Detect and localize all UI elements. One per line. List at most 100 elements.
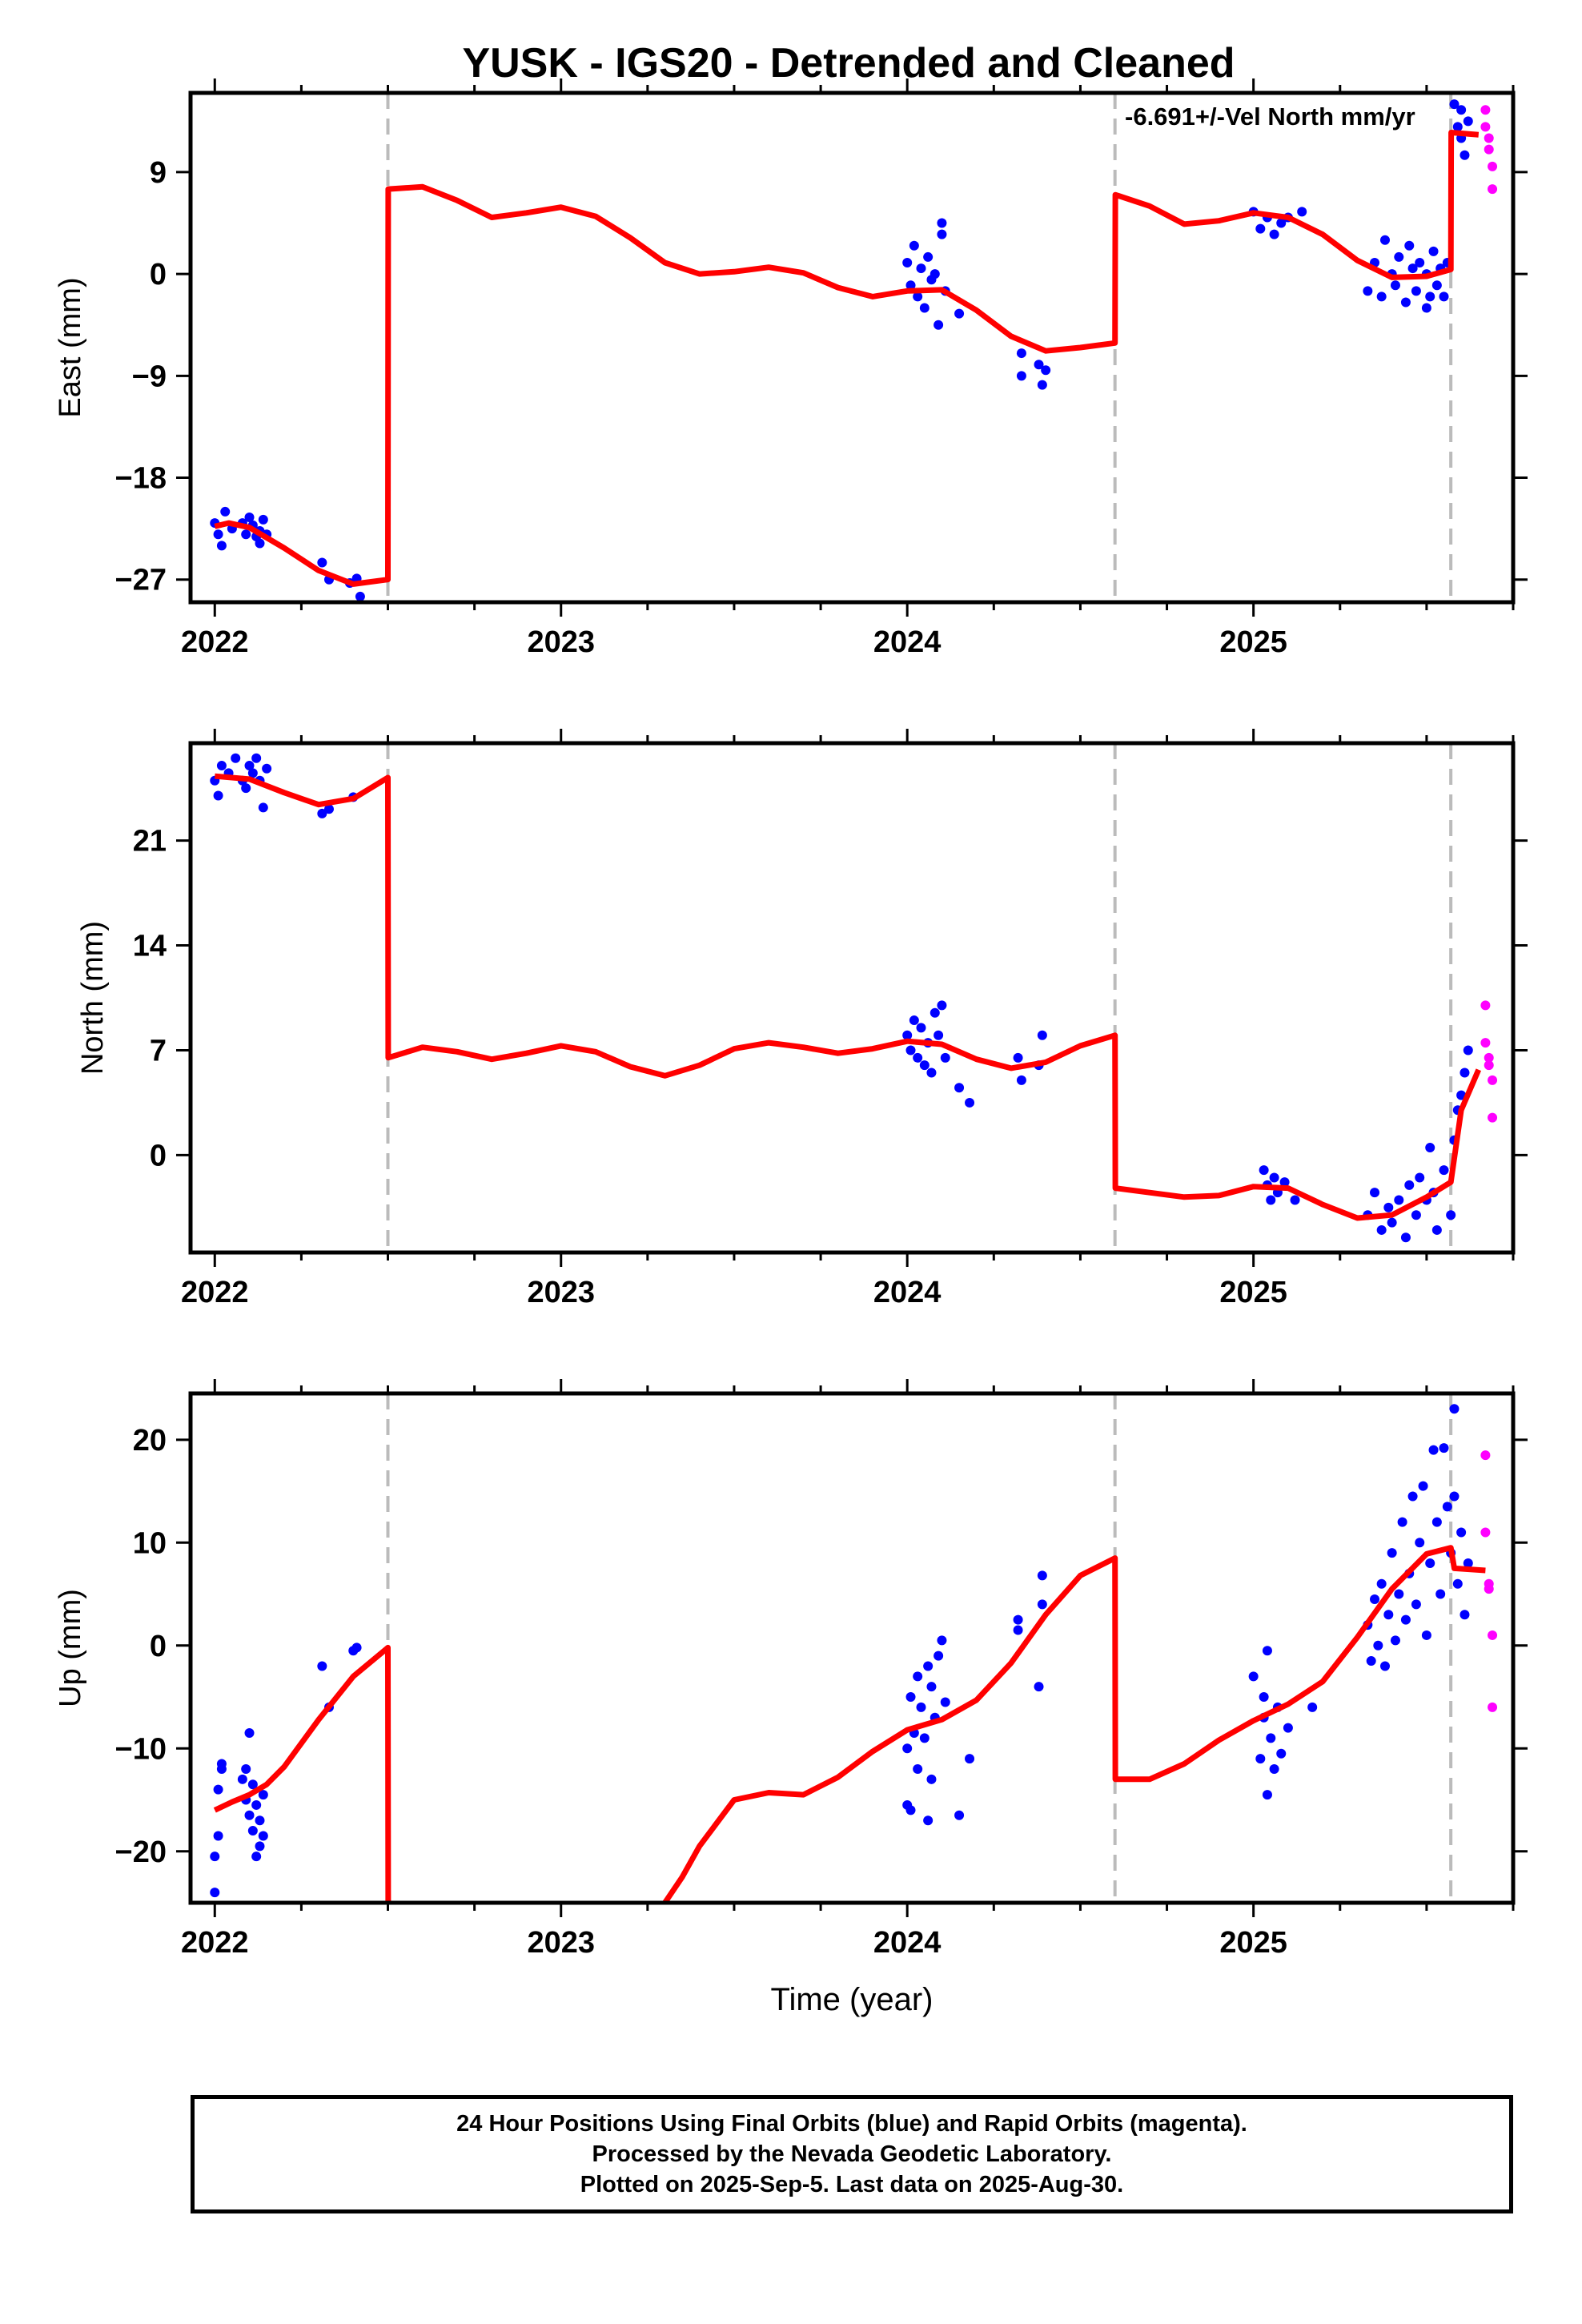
east-frame (188, 90, 1516, 605)
up-final-point (1269, 1763, 1279, 1774)
east-final-point (1363, 286, 1373, 296)
north-xtick-label: 2022 (181, 1276, 249, 1309)
east-final-point (937, 218, 947, 228)
north-final-point (323, 804, 334, 814)
up-final-point (1428, 1445, 1439, 1455)
north-frame (188, 741, 1516, 1255)
north-final-point (1463, 1045, 1473, 1055)
north-rapid-point (1488, 1075, 1498, 1085)
north-final-point (1376, 1224, 1387, 1235)
panels-group: 2022 2023 2024 2025 9 0 −9 −18 −27 East (mm) -6.69… (54, 78, 1528, 2017)
up-final-point (1013, 1614, 1023, 1625)
east-rapid-point (1488, 161, 1498, 171)
up-final-point (1376, 1578, 1387, 1589)
east-final-point (919, 303, 930, 313)
up-final-point (258, 1790, 268, 1800)
north-final-point (1415, 1172, 1425, 1183)
east-ytick-label: −9 (132, 360, 167, 393)
up-final-point (241, 1763, 251, 1774)
north-ytick-label: 21 (133, 825, 167, 858)
up-final-point (1276, 1748, 1287, 1759)
north-final-point (934, 1030, 944, 1040)
east-final-point (1421, 303, 1431, 313)
east-final-point (258, 514, 268, 525)
north-xtick-label: 2025 (1219, 1276, 1287, 1309)
north-final-point (940, 1052, 950, 1063)
up-final-point (244, 1728, 255, 1738)
up-final-point (954, 1810, 965, 1820)
north-final-point (909, 1015, 919, 1026)
up-final-point (247, 1826, 258, 1836)
up-final-point (923, 1661, 934, 1671)
north-final-point (1037, 1030, 1047, 1040)
up-final-point (213, 1831, 223, 1841)
up-xtick-label: 2023 (527, 1926, 595, 1960)
east-final-point (317, 557, 327, 568)
north-final-point (1387, 1217, 1397, 1228)
east-final-point (1276, 218, 1287, 228)
up-ytick-label: 0 (150, 1630, 167, 1663)
north-final-point (1394, 1195, 1404, 1205)
up-final-point (258, 1831, 268, 1841)
north-panel: 2022 2023 2024 2025 21 14 7 0 North (mm) (76, 729, 1528, 1309)
up-final-point (1262, 1646, 1272, 1656)
up-plot-area (210, 1393, 1498, 1903)
north-rapid-point (1488, 1112, 1498, 1123)
north-final-point (247, 768, 258, 778)
east-xtick-label: 2024 (873, 625, 942, 659)
north-ylabel: North (mm) (76, 921, 110, 1075)
up-final-point (913, 1763, 923, 1774)
up-final-point (251, 1799, 262, 1810)
up-final-point (1452, 1578, 1463, 1589)
up-ylabel: Up (mm) (54, 1589, 87, 1707)
up-final-point (1370, 1594, 1380, 1604)
up-final-point (251, 1852, 262, 1862)
north-final-point (1439, 1165, 1449, 1176)
east-ytick-label: 0 (150, 258, 167, 292)
east-rapid-point (1484, 144, 1494, 155)
up-final-point (1037, 1599, 1047, 1610)
east-final-point (1041, 365, 1051, 376)
north-final-point (241, 783, 251, 794)
up-xtick-label: 2024 (873, 1926, 942, 1960)
up-ytick-label: 10 (133, 1526, 167, 1560)
east-final-point (923, 251, 934, 262)
north-ytick-label: 14 (133, 930, 167, 963)
up-final-point (1418, 1481, 1428, 1491)
up-final-point (1266, 1733, 1276, 1743)
footer-line-3: Plotted on 2025-Sep-5. Last data on 2025… (580, 2172, 1124, 2197)
up-final-point (1379, 1661, 1390, 1671)
up-final-point (216, 1759, 227, 1769)
up-final-point (1255, 1754, 1266, 1764)
up-final-point (965, 1754, 975, 1764)
up-final-point (1460, 1610, 1470, 1620)
up-final-point (1442, 1502, 1452, 1512)
east-final-point (1037, 380, 1047, 390)
up-final-point (1387, 1548, 1397, 1558)
east-final-point (905, 280, 916, 291)
north-xtick-label: 2023 (527, 1276, 595, 1309)
north-final-point (244, 761, 255, 771)
up-final-point (317, 1661, 327, 1671)
north-final-point (1269, 1172, 1279, 1183)
up-ytick-label: 20 (133, 1424, 167, 1458)
up-final-point (255, 1841, 265, 1852)
east-final-point (1016, 371, 1026, 381)
up-final-point (923, 1815, 934, 1826)
up-final-point (934, 1651, 944, 1661)
north-final-point (913, 1052, 923, 1063)
figure-title: YUSK - IGS20 - Detrended and Cleaned (462, 40, 1235, 86)
up-xtick-label: 2025 (1219, 1926, 1287, 1960)
north-final-point (216, 761, 227, 771)
north-final-point (965, 1097, 975, 1108)
north-rapid-point (1484, 1060, 1494, 1071)
north-final-point (902, 1030, 913, 1040)
up-final-point (913, 1671, 923, 1682)
north-final-point (1370, 1188, 1380, 1198)
up-panel: 2022 2023 2024 2025 20 10 0 −10 −20 Up (mm) Time (… (54, 1379, 1528, 2017)
east-rapid-point (1480, 122, 1491, 132)
up-final-point (1421, 1630, 1431, 1640)
up-final-point (916, 1702, 926, 1712)
up-rapid-point (1484, 1584, 1494, 1594)
